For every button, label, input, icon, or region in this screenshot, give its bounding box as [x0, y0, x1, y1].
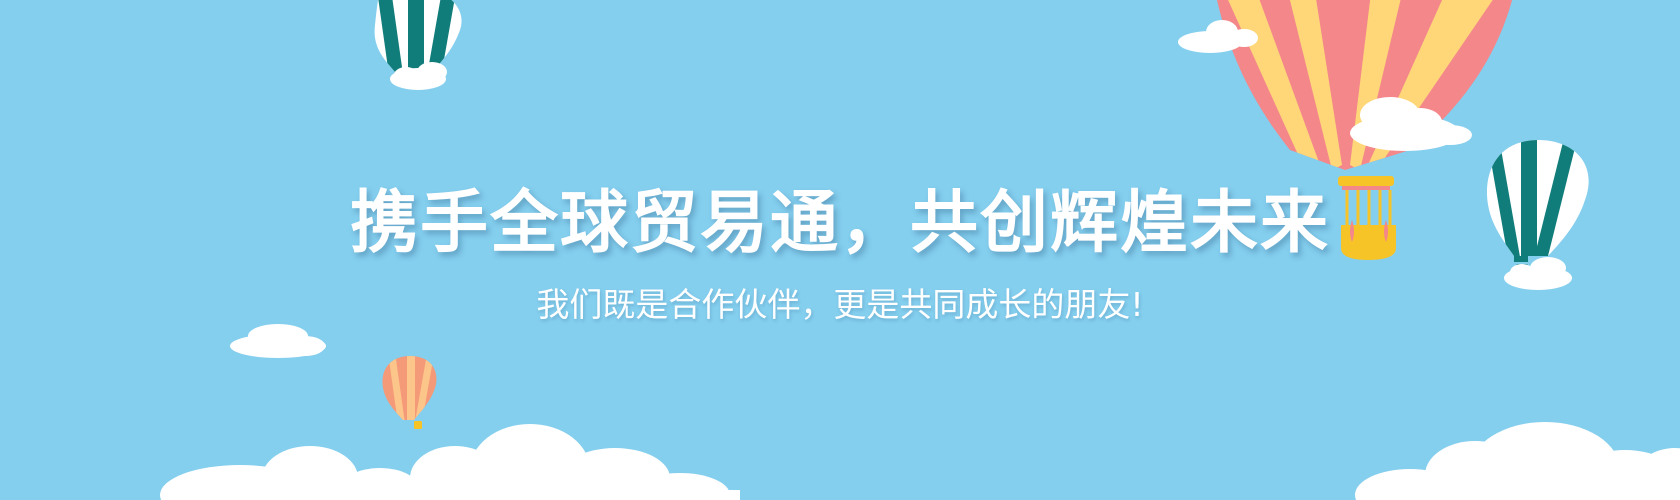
cloud-small-1	[390, 62, 447, 90]
cloud-on-big-balloon	[1350, 97, 1472, 151]
cloud-small-2	[1178, 20, 1258, 53]
cloud-bank-bottom-left	[160, 424, 740, 500]
cloud-small-4	[230, 324, 326, 358]
banner-headline: 携手全球贸易通，共创辉煌未来	[349, 184, 1330, 263]
balloon-orange-small-icon	[382, 356, 437, 429]
balloon-teal-top-icon	[374, 0, 462, 80]
cloud-small-3	[1504, 257, 1572, 290]
banner-subtitle: 我们既是合作伙伴，更是共同成长的朋友!	[536, 285, 1144, 324]
cloud-bank-bottom-right	[1355, 422, 1680, 500]
